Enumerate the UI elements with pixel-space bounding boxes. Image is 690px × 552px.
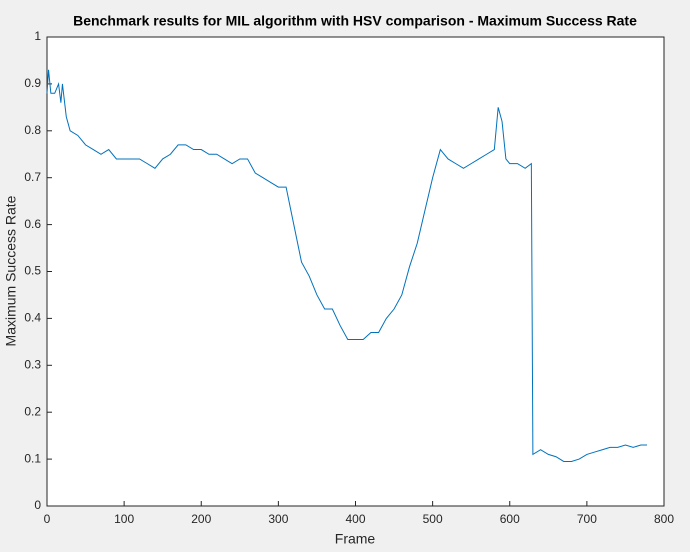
x-tick-label: 0 (44, 512, 51, 526)
y-tick-label: 0.2 (24, 404, 41, 418)
x-tick-label: 800 (654, 512, 674, 526)
y-tick-label: 0.5 (24, 264, 41, 278)
x-tick-label: 700 (577, 512, 597, 526)
y-tick-label: 0.6 (24, 217, 41, 231)
x-tick-label: 100 (114, 512, 134, 526)
y-tick-label: 0.9 (24, 76, 41, 90)
x-tick-label: 400 (345, 512, 365, 526)
x-tick-label: 500 (423, 512, 443, 526)
y-tick-label: 0.1 (24, 451, 41, 465)
x-tick-label: 200 (191, 512, 211, 526)
chart-title: Benchmark results for MIL algorithm with… (73, 13, 637, 29)
y-tick-label: 0.8 (24, 123, 41, 137)
data-line (46, 69, 648, 462)
y-tick-label: 1 (34, 29, 41, 43)
plot-area (46, 36, 665, 507)
x-axis-label: Frame (335, 531, 376, 547)
y-tick-label: 0.4 (24, 311, 41, 325)
y-tick-label: 0.3 (24, 357, 41, 371)
y-tick-label: 0.7 (24, 170, 41, 184)
y-tick-label: 0 (34, 498, 41, 512)
y-axis-label: Maximum Success Rate (3, 195, 19, 346)
x-tick-label: 300 (268, 512, 288, 526)
x-tick-label: 600 (500, 512, 520, 526)
